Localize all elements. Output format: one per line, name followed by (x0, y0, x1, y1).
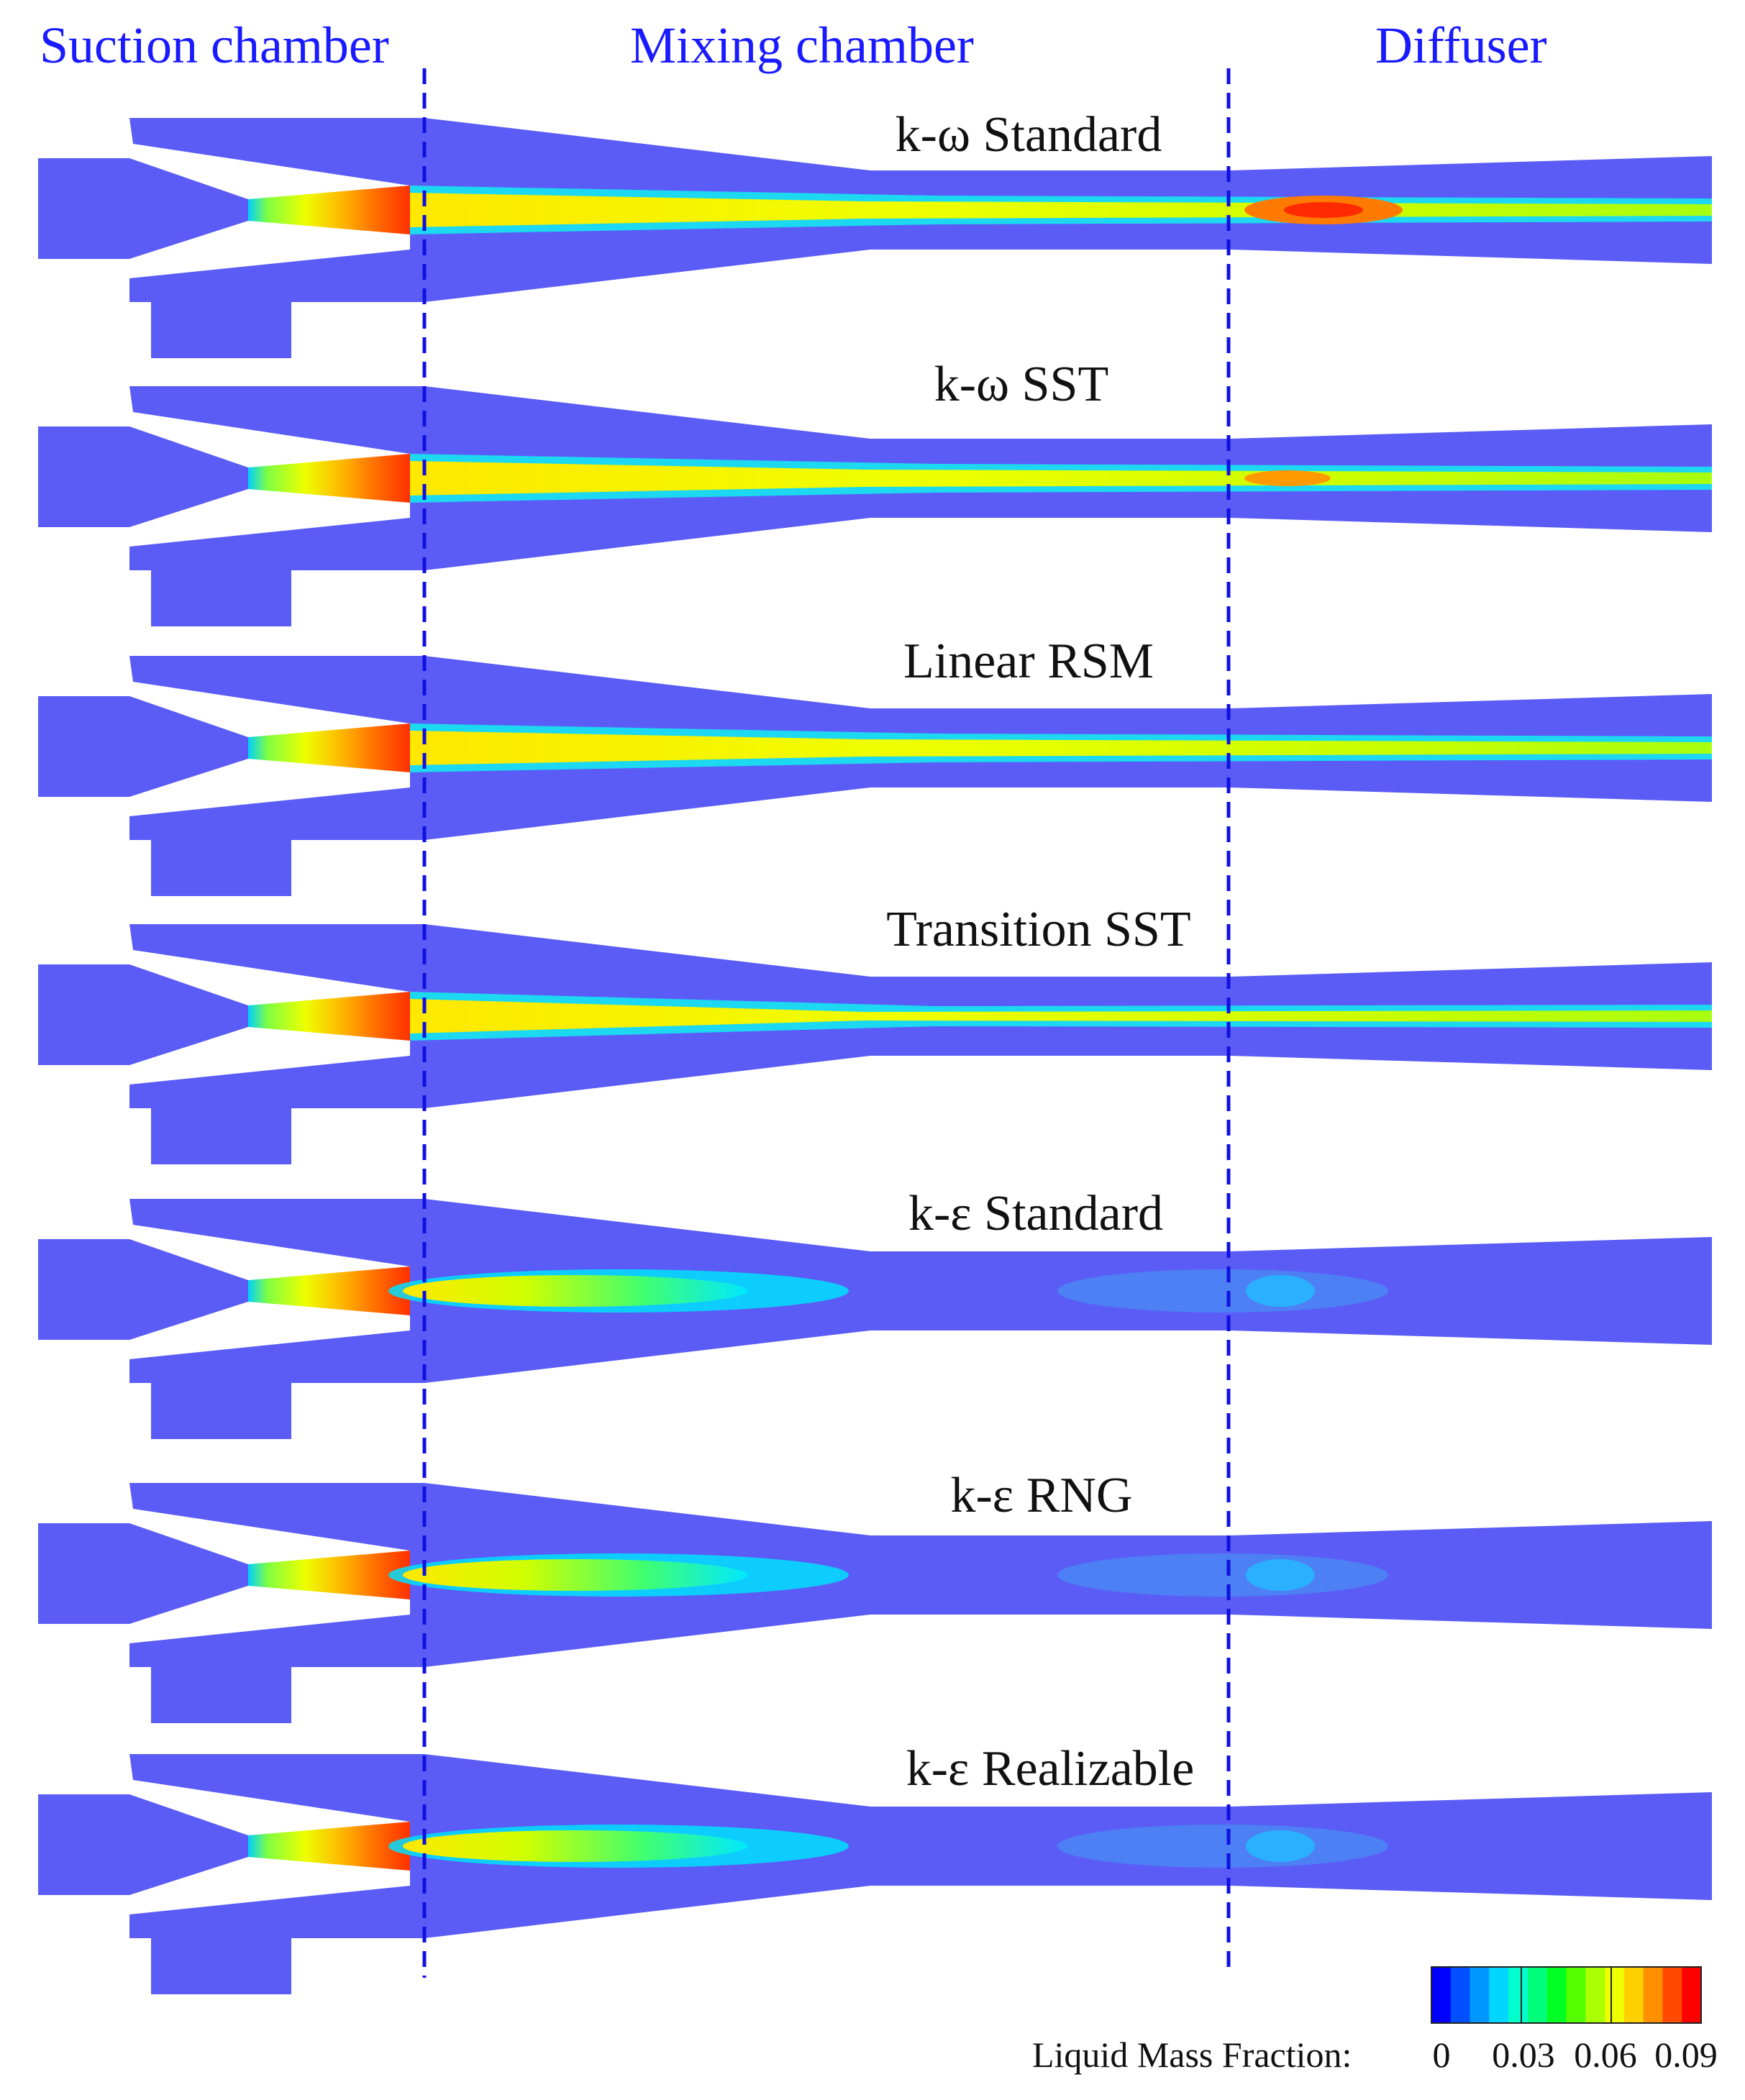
secondary-inlet (151, 302, 291, 358)
jet-core (410, 731, 1712, 765)
colorbar-swatch (1585, 1967, 1605, 2023)
secondary-inlet (151, 1383, 291, 1439)
primary-inlet (38, 1794, 248, 1895)
model-label-6: k-ε RNG (950, 1468, 1133, 1523)
colorbar-swatch (1431, 1967, 1452, 2023)
colorbar-tick-2: 0.06 (1574, 2035, 1637, 2075)
colorbar-swatch (1470, 1967, 1490, 2023)
nozzle-jet (248, 1822, 410, 1871)
colorbar-swatch (1489, 1967, 1509, 2023)
jet-core (403, 1830, 748, 1862)
colorbar-swatch (1682, 1967, 1702, 2023)
nozzle-jet (248, 992, 410, 1041)
secondary-inlet (151, 1938, 291, 1994)
colorbar-swatch (1643, 1967, 1663, 2023)
primary-inlet (38, 426, 248, 527)
nozzle-jet (248, 1551, 410, 1599)
model-label-5: k-ε Standard (908, 1186, 1164, 1241)
diffuser-spot (1246, 1275, 1315, 1307)
secondary-inlet (151, 840, 291, 896)
contour-row-3 (38, 656, 1712, 896)
jet-core (410, 193, 1712, 227)
diffuser-spot (1246, 1830, 1315, 1862)
colorbar (1431, 1966, 1702, 2024)
primary-inlet (38, 696, 248, 797)
jet-core (410, 461, 1712, 496)
ejector-body (129, 1483, 1712, 1667)
colorbar-swatch (1623, 1967, 1644, 2023)
diffuser-spot (1246, 1559, 1315, 1591)
model-label-2: k-ω SST (934, 357, 1109, 412)
region-title-suction: Suction chamber (40, 17, 389, 74)
diffuser-cloud (1057, 1553, 1388, 1597)
primary-inlet (38, 964, 248, 1065)
primary-inlet (38, 158, 248, 259)
contour-row-7 (38, 1754, 1712, 1994)
primary-inlet (38, 1239, 248, 1340)
colorbar-swatch (1546, 1967, 1567, 2023)
colorbar-tick-3: 0.09 (1654, 2035, 1718, 2075)
nozzle-jet (248, 186, 410, 234)
primary-inlet (38, 1523, 248, 1624)
secondary-inlet (151, 1108, 291, 1164)
diffuser-hotspot-core (1284, 202, 1363, 218)
jet-core (410, 999, 1712, 1033)
colorbar-swatch (1450, 1967, 1471, 2023)
contour-row-5 (38, 1199, 1712, 1439)
colorbar-swatch (1527, 1967, 1548, 2023)
secondary-inlet (151, 1667, 291, 1723)
colorbar-swatch (1605, 1967, 1625, 2023)
colorbar-tick-1: 0.03 (1492, 2035, 1555, 2075)
model-label-3: Linear RSM (903, 634, 1154, 689)
colorbar-tick-0: 0 (1432, 2035, 1451, 2075)
nozzle-jet (248, 723, 410, 772)
diffuser-hotspot (1244, 470, 1331, 486)
colorbar-title: Liquid Mass Fraction: (1032, 2035, 1352, 2075)
model-label-1: k-ω Standard (895, 107, 1162, 163)
jet-core (403, 1275, 748, 1307)
contour-row-2 (38, 386, 1712, 626)
nozzle-jet (248, 454, 410, 503)
contour-row-6 (38, 1483, 1712, 1723)
secondary-inlet (151, 570, 291, 626)
colorbar-swatch (1662, 1967, 1682, 2023)
jet-core (403, 1559, 748, 1591)
model-label-4: Transition SST (886, 902, 1191, 957)
colorbar-swatch (1508, 1967, 1528, 2023)
ejector-body (129, 1199, 1712, 1383)
diffuser-cloud (1057, 1269, 1388, 1312)
contour-row-1 (38, 118, 1712, 358)
ejector-body (129, 1754, 1712, 1938)
region-title-diffuser: Diffuser (1375, 17, 1547, 74)
contour-row-4 (38, 924, 1712, 1164)
colorbar-swatch (1566, 1967, 1586, 2023)
diffuser-cloud (1057, 1825, 1388, 1868)
model-label-7: k-ε Realizable (906, 1741, 1195, 1797)
region-title-mixing: Mixing chamber (630, 17, 974, 74)
nozzle-jet (248, 1266, 410, 1315)
